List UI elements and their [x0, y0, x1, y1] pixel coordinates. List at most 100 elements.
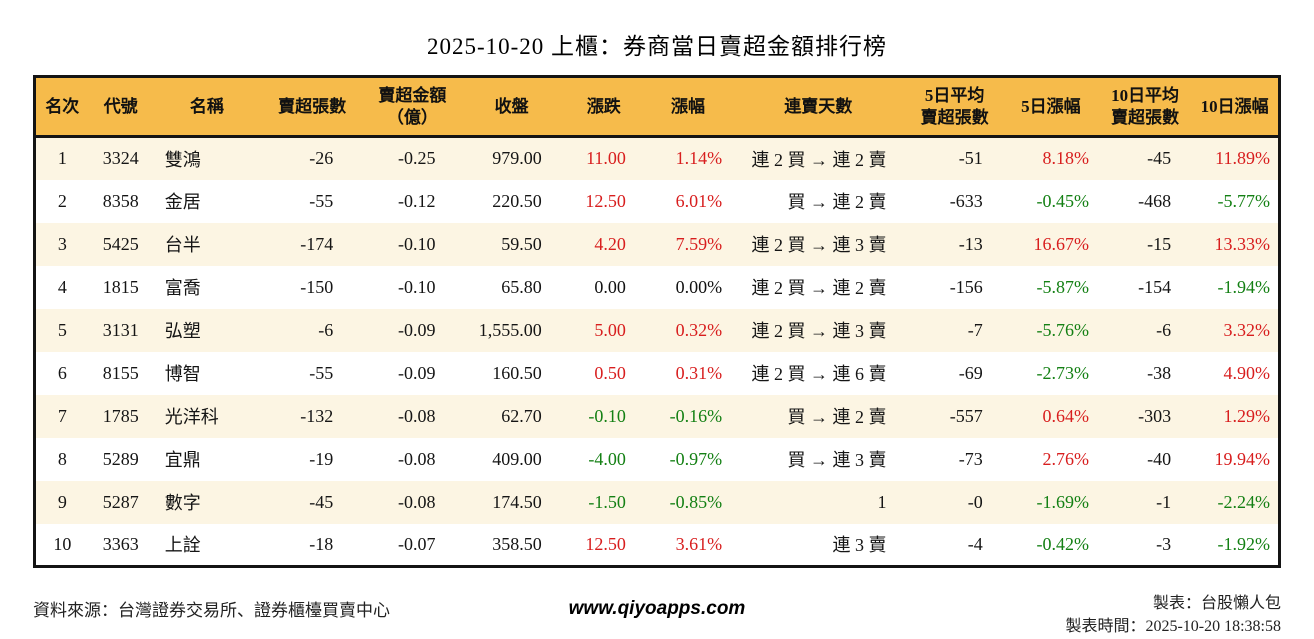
cell-avg5: -156 [906, 265, 1003, 309]
cell-streak: 1 [730, 480, 907, 524]
cell-avg10: -303 [1098, 394, 1192, 438]
cell-p10: 19.94% [1191, 437, 1280, 481]
cell-vol: -6 [261, 308, 364, 352]
cell-rank: 6 [34, 351, 89, 395]
cell-avg5: -13 [906, 222, 1003, 266]
col-header-p10: 10日漲幅 [1191, 76, 1280, 138]
cell-chg: 12.50 [561, 179, 646, 223]
cell-p5: -0.45% [1002, 179, 1099, 223]
cell-close: 62.70 [461, 394, 562, 438]
cell-code: 8358 [88, 179, 153, 223]
cell-amt: -0.08 [363, 437, 462, 481]
cell-vol: -18 [261, 523, 364, 567]
cell-name: 光洋科 [152, 394, 262, 438]
col-header-p5: 5日漲幅 [1002, 76, 1099, 138]
cell-p10: 4.90% [1191, 351, 1280, 395]
col-header-close: 收盤 [461, 76, 562, 138]
cell-vol: -55 [261, 179, 364, 223]
col-header-avg5: 5日平均 賣超張數 [906, 76, 1003, 138]
cell-code: 3363 [88, 523, 153, 567]
cell-p5: 16.67% [1002, 222, 1099, 266]
cell-avg10: -3 [1098, 523, 1192, 567]
cell-p5: -5.76% [1002, 308, 1099, 352]
cell-chg: 0.50 [561, 351, 646, 395]
cell-code: 5289 [88, 437, 153, 481]
cell-p5: 2.76% [1002, 437, 1099, 481]
cell-avg5: -557 [906, 394, 1003, 438]
cell-streak: 買 → 連 2 賣 [730, 394, 907, 438]
cell-amt: -0.07 [363, 523, 462, 567]
cell-chgp: 0.31% [645, 351, 731, 395]
cell-avg5: -69 [906, 351, 1003, 395]
cell-chgp: -0.97% [645, 437, 731, 481]
cell-code: 5425 [88, 222, 153, 266]
table-row: 1 3324 雙鴻 -26 -0.25 979.00 11.00 1.14% 連 2 買 → 連… [34, 136, 1280, 180]
cell-chgp: 3.61% [645, 523, 731, 567]
cell-p10: 13.33% [1191, 222, 1280, 266]
cell-name: 數字 [152, 480, 262, 524]
cell-p10: 11.89% [1191, 136, 1280, 180]
cell-avg5: -0 [906, 480, 1003, 524]
table-row: 4 1815 富喬 -150 -0.10 65.80 0.00 0.00% 連 2 買 → 連 … [34, 265, 1280, 309]
table-row: 10 3363 上詮 -18 -0.07 358.50 12.50 3.61% 連 3 賣 -4-… [34, 523, 1280, 567]
cell-avg5: -4 [906, 523, 1003, 567]
cell-avg10: -45 [1098, 136, 1192, 180]
credits-block: 製表：台股懶人包 製表時間：2025-10-20 18:38:58 [1065, 592, 1281, 638]
table-row: 7 1785 光洋科 -132 -0.08 62.70 -0.10 -0.16% 買 → 連 2… [34, 394, 1280, 438]
credit-timestamp: 製表時間：2025-10-20 18:38:58 [1065, 618, 1281, 635]
table-row: 3 5425 台半 -174 -0.10 59.50 4.20 7.59% 連 2 買 → 連 … [34, 222, 1280, 266]
col-header-code: 代號 [88, 76, 153, 138]
cell-chgp: 6.01% [645, 179, 731, 223]
cell-close: 220.50 [461, 179, 562, 223]
cell-p5: -2.73% [1002, 351, 1099, 395]
cell-name: 金居 [152, 179, 262, 223]
cell-rank: 7 [34, 394, 89, 438]
table-body: 1 3324 雙鴻 -26 -0.25 979.00 11.00 1.14% 連 2 買 → 連… [34, 136, 1280, 567]
cell-amt: -0.09 [363, 351, 462, 395]
cell-p10: -5.77% [1191, 179, 1280, 223]
cell-streak: 連 2 買 → 連 2 賣 [730, 136, 907, 180]
cell-rank: 4 [34, 265, 89, 309]
cell-amt: -0.10 [363, 265, 462, 309]
cell-amt: -0.08 [363, 394, 462, 438]
cell-code: 5287 [88, 480, 153, 524]
cell-chg: -1.50 [561, 480, 646, 524]
cell-vol: -132 [261, 394, 364, 438]
cell-p10: -1.92% [1191, 523, 1280, 567]
cell-close: 160.50 [461, 351, 562, 395]
cell-chg: -4.00 [561, 437, 646, 481]
cell-p10: 1.29% [1191, 394, 1280, 438]
cell-amt: -0.25 [363, 136, 462, 180]
header-row: 名次 代號 名稱 賣超張數 賣超金額 （億） 收盤 漲跌 漲幅 連賣天數 5日平均 賣超張數 5日漲… [34, 76, 1280, 138]
cell-close: 979.00 [461, 136, 562, 180]
cell-chg: 0.00 [561, 265, 646, 309]
cell-code: 3324 [88, 136, 153, 180]
cell-streak: 買 → 連 3 賣 [730, 437, 907, 481]
cell-close: 174.50 [461, 480, 562, 524]
cell-p5: 0.64% [1002, 394, 1099, 438]
cell-avg10: -38 [1098, 351, 1192, 395]
col-header-chg: 漲跌 [561, 76, 646, 138]
col-header-rank: 名次 [34, 76, 89, 138]
col-header-vol: 賣超張數 [261, 76, 364, 138]
cell-chgp: -0.85% [645, 480, 731, 524]
cell-code: 1785 [88, 394, 153, 438]
page-title: 2025-10-20 上櫃：券商當日賣超金額排行榜 [426, 34, 888, 59]
ranking-table: 名次 代號 名稱 賣超張數 賣超金額 （億） 收盤 漲跌 漲幅 連賣天數 5日平均 賣超張數 5日漲… [33, 75, 1281, 568]
cell-avg10: -1 [1098, 480, 1192, 524]
col-header-avg10: 10日平均 賣超張數 [1098, 76, 1192, 138]
cell-avg5: -51 [906, 136, 1003, 180]
footer: 資料來源：台灣證券交易所、證券櫃檯買賣中心 www.qiyoapps.com 製… [0, 592, 1314, 639]
cell-vol: -55 [261, 351, 364, 395]
col-header-amt: 賣超金額 （億） [363, 76, 462, 138]
cell-chgp: 1.14% [645, 136, 731, 180]
cell-vol: -150 [261, 265, 364, 309]
col-header-name: 名稱 [152, 76, 262, 138]
cell-close: 59.50 [461, 222, 562, 266]
table-header: 名次 代號 名稱 賣超張數 賣超金額 （億） 收盤 漲跌 漲幅 連賣天數 5日平均 賣超張數 5日漲… [34, 76, 1280, 138]
cell-p5: -1.69% [1002, 480, 1099, 524]
cell-p10: -1.94% [1191, 265, 1280, 309]
col-header-chgp: 漲幅 [645, 76, 731, 138]
col-header-streak: 連賣天數 [730, 76, 907, 138]
cell-vol: -45 [261, 480, 364, 524]
